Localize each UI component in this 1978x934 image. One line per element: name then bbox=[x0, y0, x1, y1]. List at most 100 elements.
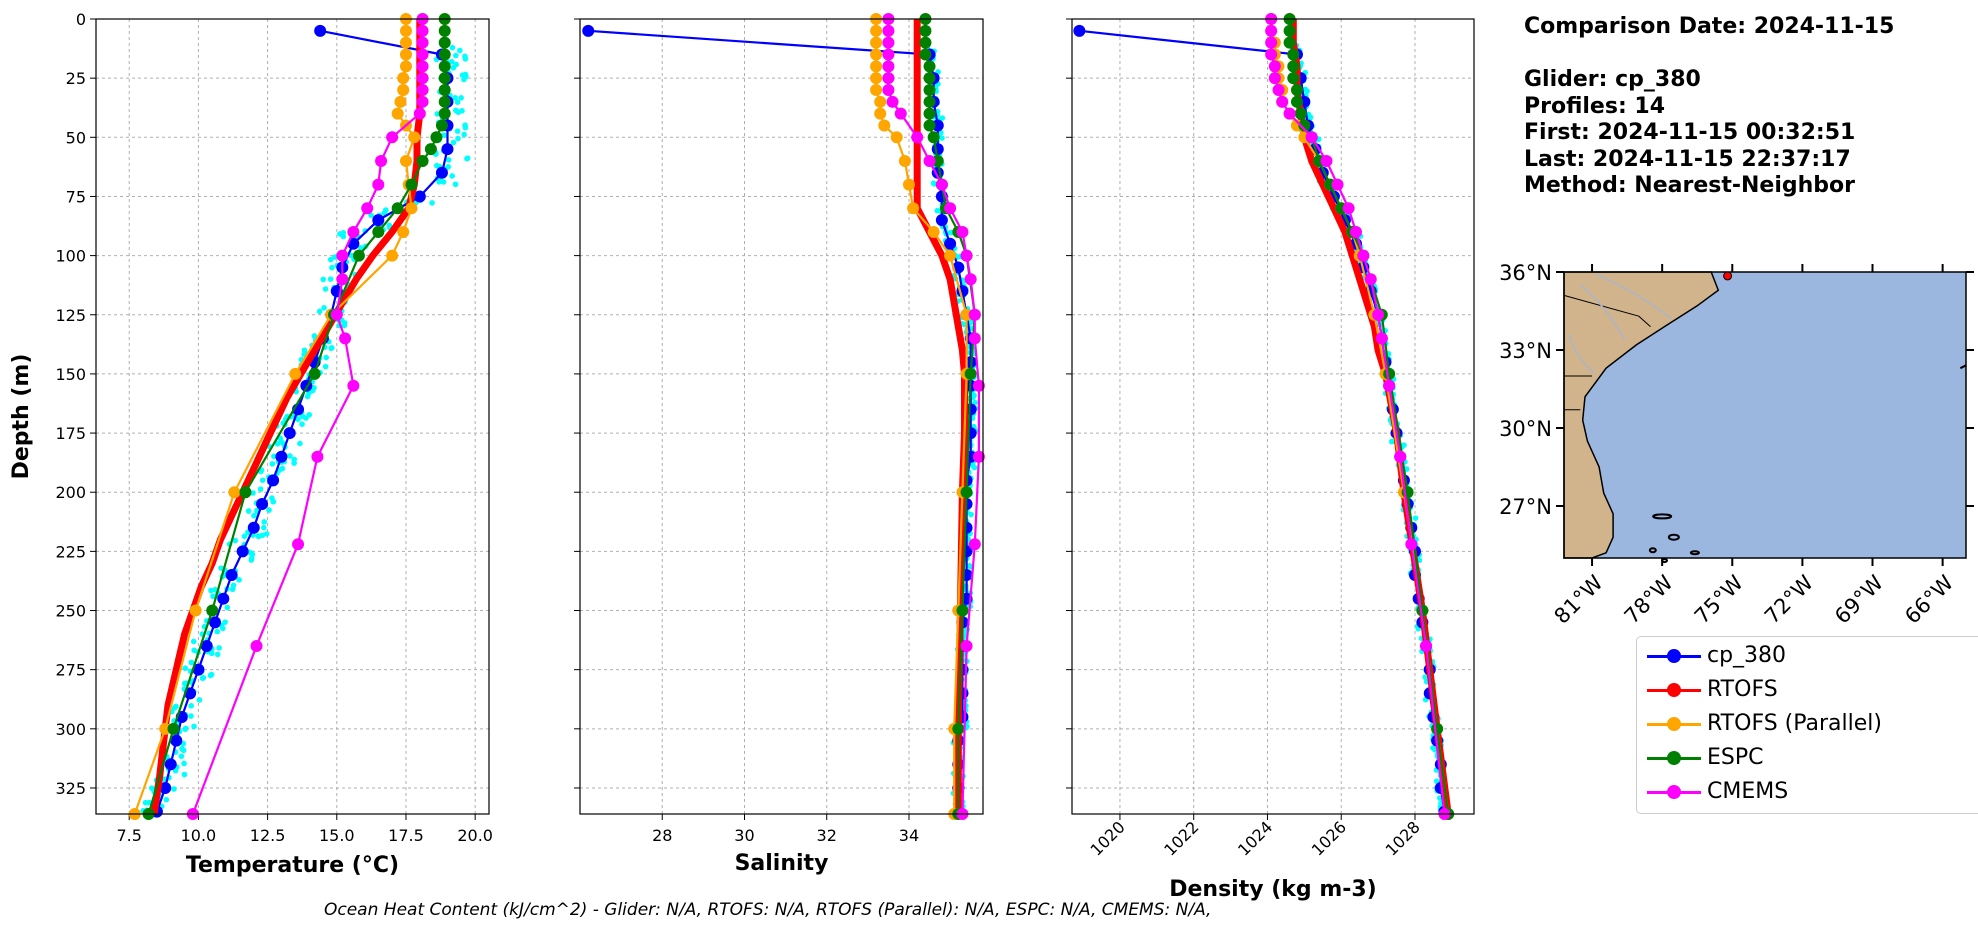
series-point bbox=[416, 48, 429, 61]
series-point bbox=[228, 486, 241, 499]
series-point bbox=[438, 36, 451, 49]
raw-profile-point bbox=[199, 675, 206, 682]
series-point bbox=[1283, 36, 1296, 49]
raw-profile-point bbox=[216, 645, 222, 651]
legend-item-rtofs-parallel: RTOFS (Parallel) bbox=[1637, 707, 1978, 741]
series-point bbox=[372, 214, 385, 227]
raw-profile-point bbox=[386, 222, 393, 229]
series-point bbox=[1342, 202, 1355, 215]
series-point bbox=[1383, 367, 1396, 380]
series-point bbox=[1294, 107, 1307, 120]
series-point bbox=[1290, 95, 1303, 108]
latitude-label: 27°N bbox=[1499, 495, 1552, 519]
island bbox=[1689, 550, 1700, 556]
series-point bbox=[1283, 107, 1296, 120]
raw-profile-point bbox=[449, 44, 456, 51]
series-point bbox=[923, 95, 936, 108]
raw-profile-point bbox=[309, 387, 316, 394]
raw-profile-point bbox=[274, 441, 281, 447]
raw-profile-point bbox=[182, 726, 189, 732]
series-point bbox=[898, 154, 911, 167]
legend: cp_380 RTOFS RTOFS (Parallel) ESPC CMEMS bbox=[1636, 636, 1978, 814]
raw-profile-point bbox=[181, 760, 187, 767]
legend-marker bbox=[1667, 785, 1681, 799]
series-point bbox=[1272, 83, 1285, 96]
series-point bbox=[1287, 72, 1300, 85]
raw-profile-point bbox=[462, 71, 469, 78]
raw-profile-point bbox=[1307, 114, 1314, 121]
longitude-label: 78°W bbox=[1620, 570, 1678, 628]
series-point bbox=[167, 722, 180, 735]
x-tick-label: 34 bbox=[899, 826, 919, 845]
raw-profile-point bbox=[440, 179, 447, 185]
series-point bbox=[397, 72, 410, 85]
legend-item-cmems: CMEMS bbox=[1637, 775, 1978, 809]
x-tick-label: 1026 bbox=[1308, 817, 1350, 859]
raw-profile-point bbox=[1430, 745, 1436, 751]
x-tick-label: 20.0 bbox=[457, 826, 493, 845]
raw-profile-point bbox=[181, 771, 188, 778]
series-point bbox=[347, 225, 360, 238]
raw-profile-point bbox=[182, 665, 189, 672]
raw-profile-point bbox=[171, 786, 177, 792]
y-tick-label: 25 bbox=[66, 69, 86, 88]
series-point bbox=[944, 249, 957, 262]
series-point bbox=[911, 131, 924, 144]
series-point bbox=[968, 332, 981, 345]
series-point bbox=[927, 225, 940, 238]
series-point bbox=[1265, 36, 1278, 49]
latitude-label: 30°N bbox=[1499, 417, 1552, 441]
raw-profile-point bbox=[269, 461, 276, 467]
raw-profile-point bbox=[287, 453, 293, 459]
x-tick-label: 28 bbox=[652, 826, 672, 845]
raw-profile-point bbox=[214, 628, 221, 635]
raw-profile-point bbox=[259, 532, 266, 539]
raw-profile-point bbox=[291, 460, 297, 466]
series-point bbox=[944, 237, 957, 250]
series-point bbox=[397, 225, 410, 238]
raw-profile-point bbox=[462, 53, 468, 60]
raw-profile-point bbox=[320, 276, 326, 283]
series-point bbox=[1349, 225, 1362, 238]
island bbox=[1652, 513, 1673, 520]
series-point bbox=[336, 273, 349, 286]
series-point bbox=[919, 24, 932, 37]
raw-profile-point bbox=[459, 107, 465, 114]
raw-profile-point bbox=[1412, 515, 1419, 521]
series-point bbox=[267, 474, 280, 487]
raw-profile-point bbox=[245, 508, 252, 514]
raw-profile-point bbox=[188, 703, 194, 709]
raw-profile-point bbox=[454, 99, 461, 105]
series-point bbox=[923, 107, 936, 120]
raw-profile-point bbox=[934, 207, 941, 214]
profile-count: Profiles: 14 bbox=[1524, 93, 1666, 119]
raw-profile-point bbox=[341, 322, 348, 329]
land-area bbox=[1563, 271, 1720, 559]
series-point bbox=[386, 131, 399, 144]
island bbox=[1667, 533, 1680, 541]
raw-profile-point bbox=[214, 651, 221, 658]
series-point bbox=[1073, 24, 1086, 37]
x-tick-label: 1028 bbox=[1382, 817, 1424, 859]
series-point bbox=[1276, 95, 1289, 108]
raw-profile-point bbox=[452, 95, 458, 101]
series-point bbox=[292, 538, 305, 551]
raw-profile-point bbox=[224, 604, 231, 611]
first-time: First: 2024-11-15 00:32:51 bbox=[1524, 120, 1856, 145]
raw-profile-point bbox=[178, 753, 185, 760]
series-point bbox=[275, 450, 288, 463]
series-point bbox=[1420, 640, 1433, 653]
glider-position-marker bbox=[1723, 271, 1733, 281]
legend-label: CMEMS bbox=[1707, 779, 1789, 804]
x-tick-label: 15.0 bbox=[319, 826, 355, 845]
raw-profile-point bbox=[449, 173, 455, 179]
longitude-label: 69°W bbox=[1830, 570, 1888, 628]
series-point bbox=[923, 60, 936, 73]
series-point bbox=[1298, 119, 1311, 132]
series-point bbox=[968, 538, 981, 551]
series-point bbox=[397, 83, 410, 96]
series-point bbox=[1364, 273, 1377, 286]
series-point bbox=[372, 178, 385, 191]
raw-profile-point bbox=[316, 308, 323, 315]
